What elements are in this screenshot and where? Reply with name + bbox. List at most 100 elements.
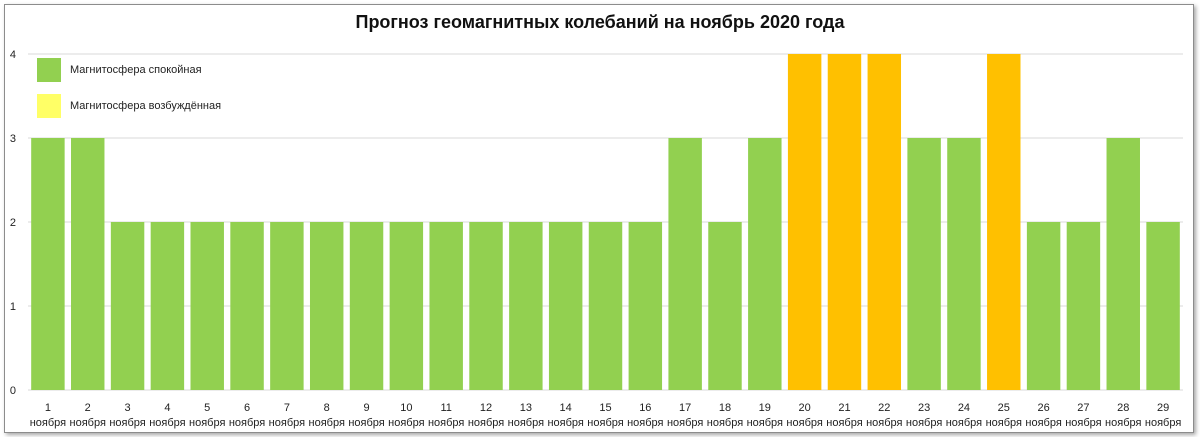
x-tick-day: 4 [164, 402, 170, 414]
x-tick-day: 5 [204, 402, 210, 414]
x-tick-month: ноября [149, 417, 185, 429]
x-tick-day: 12 [480, 402, 492, 414]
x-tick-month: ноября [1025, 417, 1061, 429]
x-tick-month: ноября [269, 417, 305, 429]
bars [31, 54, 1180, 390]
legend-swatch-calm [37, 58, 61, 82]
x-tick-month: ноября [508, 417, 544, 429]
legend-swatch-excited [37, 94, 61, 118]
x-tick-day: 27 [1077, 402, 1089, 414]
x-tick-day: 18 [719, 402, 731, 414]
bar [708, 222, 742, 390]
x-tick-day: 1 [45, 402, 51, 414]
legend-label-calm: Магнитосфера спокойная [70, 64, 202, 76]
x-tick-day: 14 [560, 402, 572, 414]
bar [987, 54, 1021, 390]
chart-title: Прогноз геомагнитных колебаний на ноябрь… [355, 12, 845, 32]
x-tick-day: 8 [324, 402, 330, 414]
x-tick-day: 22 [878, 402, 890, 414]
bar [1026, 222, 1061, 390]
x-tick-day: 20 [799, 402, 811, 414]
bar [1106, 138, 1140, 390]
y-axis: 0 1 2 3 4 [10, 49, 16, 397]
x-tick-month: ноября [547, 417, 583, 429]
bar [907, 138, 941, 390]
x-tick-month: ноября [1105, 417, 1141, 429]
legend-label-excited: Магнитосфера возбуждённая [70, 100, 221, 112]
x-tick-month: ноября [707, 417, 743, 429]
x-tick-day: 15 [599, 402, 611, 414]
x-tick-day: 23 [918, 402, 930, 414]
x-tick-month: ноября [428, 417, 464, 429]
bar [429, 222, 463, 390]
bar [509, 222, 543, 390]
x-tick-day: 25 [998, 402, 1010, 414]
bar [230, 222, 264, 390]
bar [548, 222, 583, 390]
x-tick-month: ноября [468, 417, 504, 429]
bar [748, 138, 782, 390]
x-tick-day: 29 [1157, 402, 1169, 414]
x-axis: 1 ноября 2 ноября 3 ноября 4 ноября 5 ноября 6 нояб… [30, 402, 1182, 429]
bar [1066, 222, 1101, 390]
y-tick-label: 2 [10, 217, 16, 229]
x-tick-month: ноября [109, 417, 145, 429]
y-tick-label: 3 [10, 133, 16, 145]
bar [588, 222, 623, 390]
bar [668, 138, 702, 390]
x-tick-day: 17 [679, 402, 691, 414]
bar [469, 222, 503, 390]
bar [389, 222, 424, 390]
bar [867, 54, 902, 390]
bar [947, 138, 981, 390]
x-tick-month: ноября [70, 417, 106, 429]
bar [31, 138, 65, 390]
bar [787, 54, 822, 390]
x-tick-day: 10 [400, 402, 412, 414]
x-tick-day: 19 [759, 402, 771, 414]
x-tick-month: ноября [866, 417, 902, 429]
bar [110, 222, 145, 390]
x-tick-month: ноября [946, 417, 982, 429]
x-tick-day: 28 [1117, 402, 1129, 414]
x-tick-month: ноября [627, 417, 663, 429]
x-tick-day: 9 [363, 402, 369, 414]
x-tick-month: ноября [30, 417, 66, 429]
x-tick-day: 16 [639, 402, 651, 414]
x-tick-month: ноября [587, 417, 623, 429]
x-tick-month: ноября [786, 417, 822, 429]
x-tick-month: ноября [229, 417, 265, 429]
y-tick-label: 1 [10, 301, 16, 313]
bar [628, 222, 663, 390]
bar [309, 222, 344, 390]
x-tick-month: ноября [309, 417, 345, 429]
bar [349, 222, 384, 390]
x-tick-month: ноября [747, 417, 783, 429]
bar [827, 54, 862, 390]
y-tick-label: 4 [10, 49, 16, 61]
x-tick-month: ноября [1065, 417, 1101, 429]
bar [150, 222, 185, 390]
x-tick-month: ноября [906, 417, 942, 429]
x-tick-day: 2 [85, 402, 91, 414]
x-tick-day: 13 [520, 402, 532, 414]
y-tick-label: 0 [10, 385, 16, 397]
x-tick-day: 6 [244, 402, 250, 414]
x-tick-day: 26 [1037, 402, 1049, 414]
bar [270, 222, 304, 390]
x-tick-day: 3 [125, 402, 131, 414]
x-tick-day: 21 [838, 402, 850, 414]
bar [190, 222, 224, 390]
bar [1146, 222, 1180, 390]
x-tick-day: 24 [958, 402, 970, 414]
x-tick-month: ноября [1145, 417, 1181, 429]
bar [71, 138, 105, 390]
x-tick-day: 11 [440, 402, 451, 414]
x-tick-month: ноября [667, 417, 703, 429]
x-tick-month: ноября [826, 417, 862, 429]
x-tick-day: 7 [284, 402, 290, 414]
x-tick-month: ноября [388, 417, 424, 429]
legend: Магнитосфера спокойная Магнитосфера возб… [37, 58, 221, 118]
x-tick-month: ноября [348, 417, 384, 429]
